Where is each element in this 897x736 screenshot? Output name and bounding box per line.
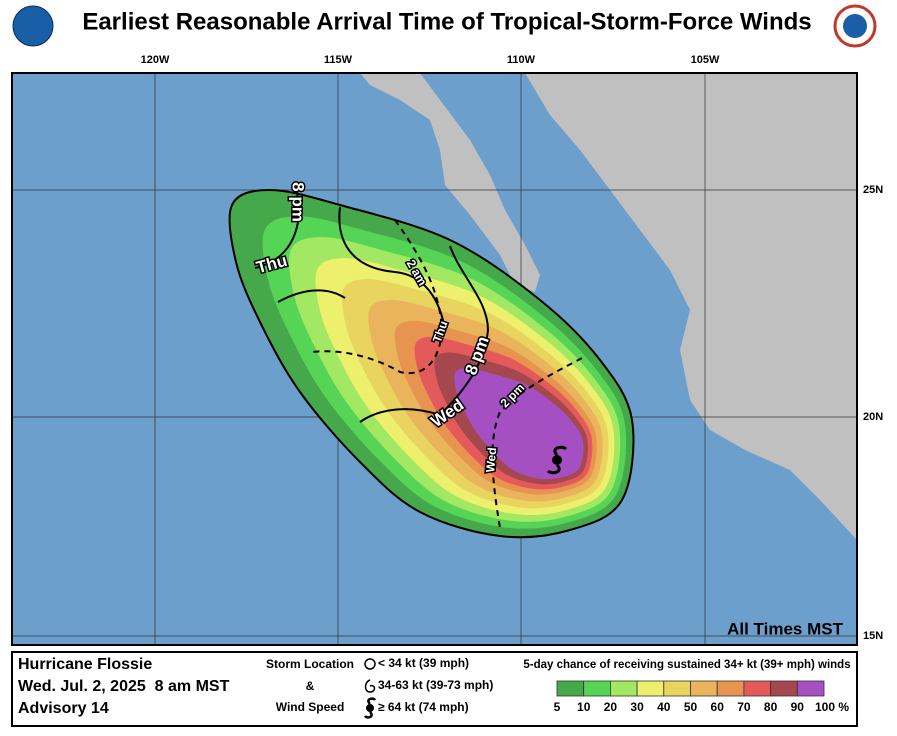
scale-label: 5 bbox=[554, 700, 561, 714]
scale-label: 80 bbox=[764, 700, 778, 714]
storm-name: Hurricane Flossie bbox=[18, 656, 152, 673]
probability-swath bbox=[454, 368, 584, 480]
noaa-logo bbox=[12, 5, 54, 47]
scale-swatch bbox=[743, 680, 772, 697]
baja-peninsula bbox=[360, 73, 540, 292]
scale-swatch bbox=[556, 680, 585, 697]
key-line: & bbox=[306, 679, 315, 693]
scale-label: 100 % bbox=[815, 700, 849, 714]
scale-swatch bbox=[716, 680, 745, 697]
scale-caption: 5-day chance of receiving sustained 34+ … bbox=[523, 659, 850, 671]
scale-swatch bbox=[610, 680, 638, 697]
contour-line bbox=[254, 189, 301, 269]
key-icon bbox=[364, 658, 376, 670]
contour-line-dashed bbox=[491, 357, 583, 529]
key-item: < 34 kt (39 mph) bbox=[378, 656, 469, 670]
key-line: Storm Location bbox=[266, 657, 354, 671]
scale-label: 30 bbox=[630, 700, 644, 714]
nws-logo-center bbox=[843, 14, 867, 38]
scale-label: 90 bbox=[791, 700, 805, 714]
lon-label: 115W bbox=[324, 54, 353, 66]
time-note: All Times MST bbox=[727, 619, 843, 638]
key-item: 34-63 kt (39-73 mph) bbox=[378, 678, 493, 692]
contour-line bbox=[338, 206, 446, 331]
map: 8 pm Thu 2 am Thu 8 pm Wed 2 pm Wed All … bbox=[12, 73, 857, 645]
title: Earliest Reasonable Arrival Time of Trop… bbox=[82, 8, 811, 35]
contour-line bbox=[277, 289, 346, 303]
contour-label: 8 pm bbox=[289, 182, 308, 222]
scale-swatch bbox=[583, 680, 611, 697]
lon-label: 120W bbox=[141, 54, 170, 66]
key-icon bbox=[364, 679, 376, 693]
scale-label: 10 bbox=[577, 700, 591, 714]
key-icon bbox=[363, 697, 377, 719]
key-item: ≥ 64 kt (74 mph) bbox=[378, 700, 469, 714]
lon-label: 105W bbox=[691, 54, 720, 66]
scale-label: 70 bbox=[737, 700, 751, 714]
scale-label: 60 bbox=[711, 700, 725, 714]
island bbox=[765, 401, 792, 410]
lat-label: 25N bbox=[863, 184, 883, 196]
contour-line-dashed bbox=[311, 219, 444, 375]
scale-swatch bbox=[690, 680, 718, 697]
scale-swatch bbox=[770, 680, 798, 697]
scale-label: 40 bbox=[657, 700, 671, 714]
storm-symbol bbox=[546, 445, 568, 475]
map-frame bbox=[11, 72, 858, 646]
lat-label: 20N bbox=[863, 411, 883, 423]
scale-label: 20 bbox=[604, 700, 618, 714]
contour-label: Wed bbox=[483, 447, 499, 473]
scale-label: 50 bbox=[684, 700, 698, 714]
lon-label: 110W bbox=[507, 54, 536, 66]
advisory-time: Wed. Jul. 2, 2025 8 am MST bbox=[18, 678, 230, 695]
lat-label: 15N bbox=[863, 630, 883, 642]
scale-swatch bbox=[636, 680, 665, 697]
scale-swatch bbox=[663, 680, 691, 697]
contour-line bbox=[359, 245, 490, 423]
advisory-number: Advisory 14 bbox=[18, 700, 109, 717]
contours bbox=[254, 189, 583, 529]
scale-swatch bbox=[796, 680, 825, 697]
key-line: Wind Speed bbox=[276, 700, 345, 714]
